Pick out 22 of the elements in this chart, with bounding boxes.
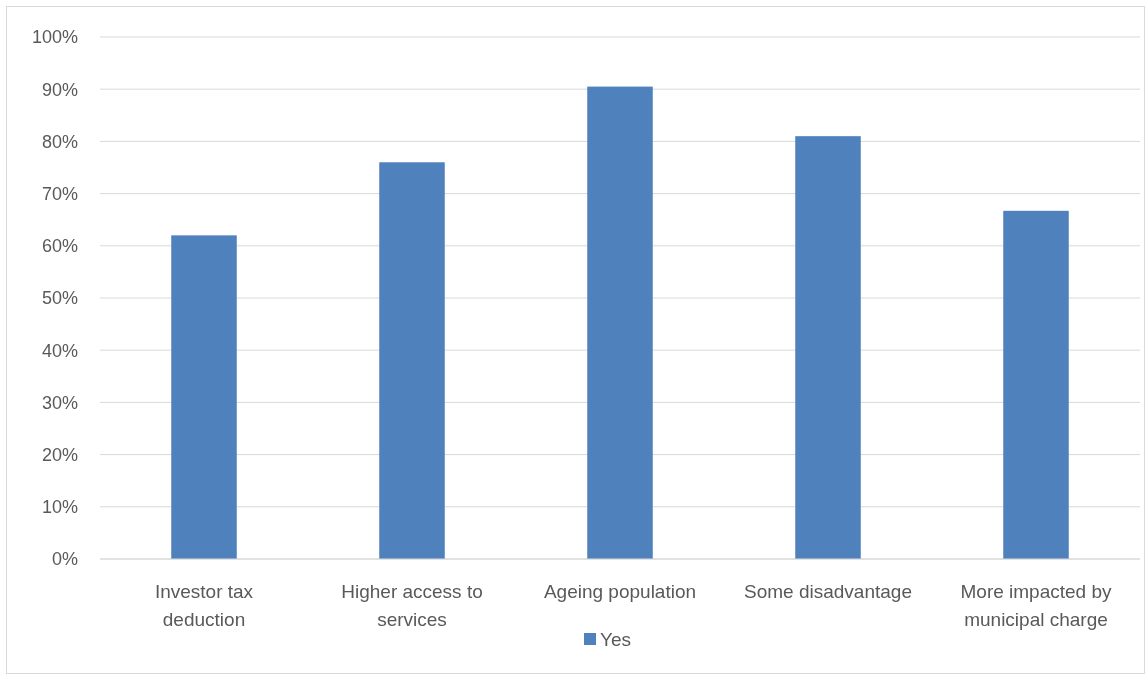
bar (795, 136, 861, 559)
x-tick-label: Some disadvantage (744, 581, 912, 602)
x-tick-label: Ageing population (543, 581, 697, 602)
y-tick-label: 50% (41, 288, 78, 309)
y-tick-label: 10% (41, 497, 78, 518)
legend-label: Yes (600, 628, 631, 650)
x-tick-label: Investor tax deduction (154, 581, 254, 630)
bar (171, 235, 237, 559)
bar (587, 86, 653, 559)
bar (1003, 210, 1069, 559)
y-tick-label: 70% (41, 183, 78, 204)
x-tick-label: Higher access to services (341, 581, 483, 630)
y-tick-label: 80% (41, 131, 78, 152)
y-tick-label: 60% (41, 236, 78, 257)
y-tick-label: 100% (31, 27, 78, 48)
x-tick-label: More impacted by municipal charge (960, 581, 1112, 630)
y-tick-label: 20% (41, 444, 78, 465)
y-tick-label: 0% (51, 549, 78, 570)
y-tick-label: 90% (41, 79, 78, 100)
y-tick-label: 40% (41, 340, 78, 361)
y-tick-label: 30% (41, 392, 78, 413)
bar (379, 162, 445, 559)
